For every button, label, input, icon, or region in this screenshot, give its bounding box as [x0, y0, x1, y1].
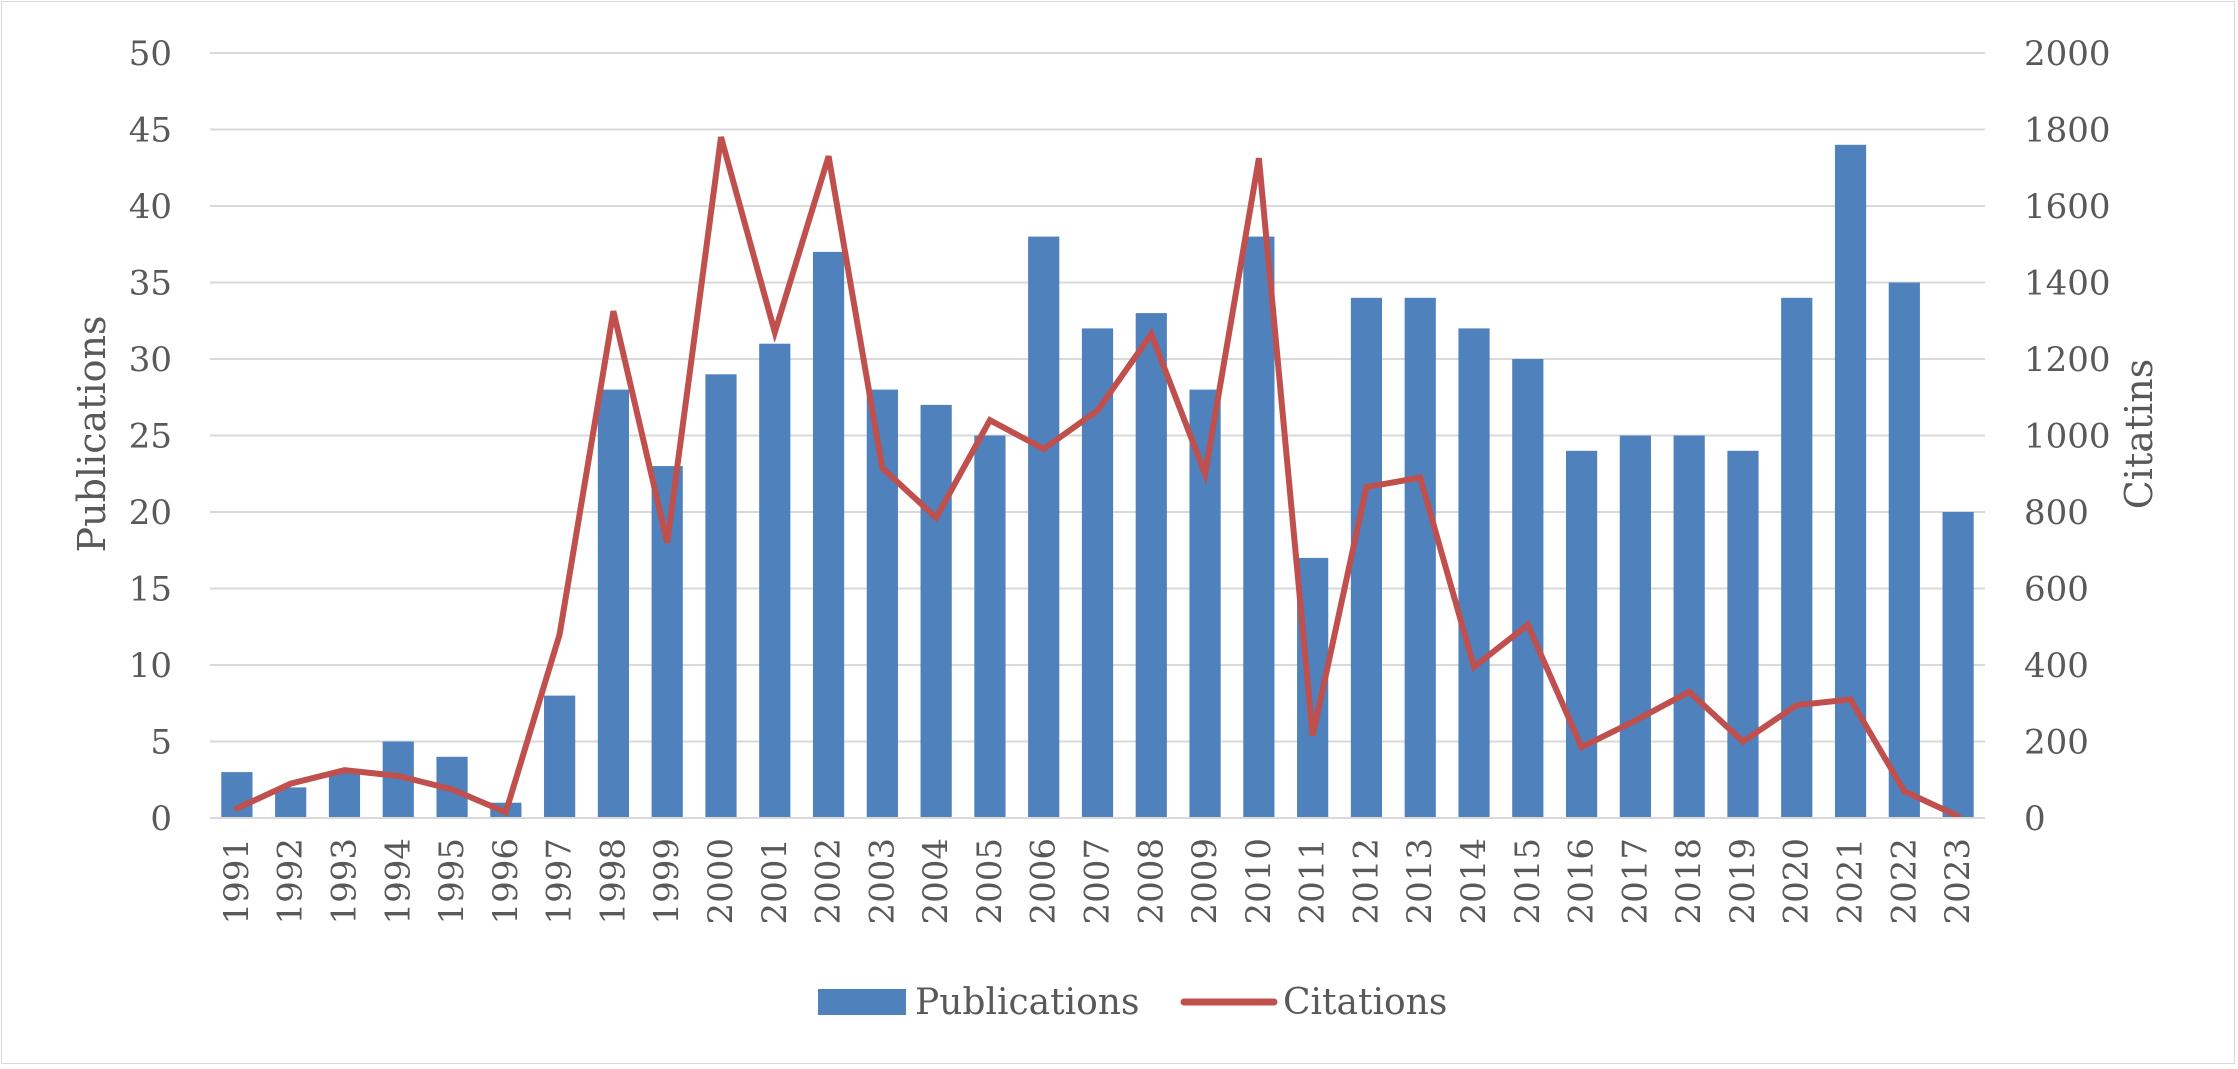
bar-1993 [328, 772, 361, 818]
y-right-tick-label: 1400 [2024, 264, 2111, 304]
bar-2014 [1458, 328, 1490, 818]
bar-2006 [1028, 236, 1060, 819]
y-left-tick-label: 40 [129, 187, 172, 227]
bar-2015 [1512, 359, 1544, 818]
y-right-tick-label: 400 [2024, 646, 2089, 686]
bar-2005 [974, 435, 1006, 818]
bar-2013 [1404, 297, 1436, 818]
bar-2022 [1888, 282, 1920, 818]
bar-1998 [597, 389, 630, 818]
x-tick-label: 1991 [217, 838, 257, 925]
y-left-tick-label: 5 [150, 723, 172, 763]
x-tick-label: 2013 [1400, 838, 1440, 925]
y-axis-right-title: Citatins [2117, 359, 2161, 510]
x-tick-label: 2018 [1669, 838, 1709, 925]
x-tick-label: 2020 [1777, 838, 1817, 925]
y-right-tick-label: 600 [2024, 570, 2089, 610]
bar-2000 [705, 374, 737, 818]
bar-2002 [812, 251, 845, 818]
x-tick-label: 2015 [1508, 838, 1548, 925]
x-tick-label: 2009 [1185, 838, 1225, 925]
x-tick-label: 1995 [432, 838, 472, 925]
bar-2012 [1350, 297, 1383, 818]
legend-citations-label: Citations [1283, 982, 1447, 1023]
x-tick-label: 2002 [809, 838, 849, 925]
x-tick-label: 2000 [701, 838, 741, 925]
bar-2004 [920, 404, 952, 818]
x-tick-label: 2012 [1346, 838, 1386, 925]
x-tick-label: 2005 [970, 838, 1010, 925]
x-tick-label: 2023 [1938, 838, 1978, 925]
y-right-tick-label: 2000 [2024, 34, 2111, 74]
x-tick-label: 2006 [1024, 838, 1064, 925]
y-left-tick-label: 30 [129, 340, 172, 380]
bar-2019 [1727, 450, 1759, 818]
bar-2008 [1135, 313, 1167, 818]
x-tick-label: 2010 [1239, 838, 1279, 925]
x-tick-label: 2004 [916, 838, 956, 925]
bar-2021 [1834, 144, 1867, 819]
x-tick-label: 2008 [1131, 838, 1171, 925]
bar-2017 [1619, 435, 1651, 818]
x-tick-label: 2019 [1723, 838, 1763, 925]
x-tick-label: 1999 [647, 838, 687, 925]
x-tick-label: 2011 [1293, 838, 1333, 925]
x-tick-label: 1992 [271, 838, 311, 925]
y-right-tick-label: 800 [2024, 493, 2089, 533]
bar-2010 [1243, 236, 1275, 819]
x-tick-label: 2003 [862, 838, 902, 925]
x-axis-ticks: 1991 1992 1993 1994 1995 1996 1997 1998 1999 2000… [217, 838, 1978, 925]
x-tick-label: 1998 [593, 838, 633, 925]
x-tick-label: 1997 [540, 838, 580, 925]
x-tick-label: 2017 [1615, 838, 1655, 925]
y-right-tick-label: 1200 [2024, 340, 2111, 380]
y-right-tick-label: 1800 [2024, 111, 2111, 151]
x-tick-label: 2007 [1078, 838, 1118, 925]
x-tick-label: 1994 [378, 838, 418, 925]
x-tick-label: 1993 [324, 838, 364, 925]
citations-line [233, 136, 1962, 820]
y-left-tick-label: 35 [129, 264, 172, 304]
bar-2016 [1565, 450, 1598, 818]
y-left-tick-label: 50 [129, 34, 172, 74]
publications-bars [221, 144, 1974, 819]
bar-2009 [1189, 389, 1221, 818]
bar-1997 [544, 695, 576, 818]
x-tick-label: 2001 [755, 838, 795, 925]
bar-2007 [1081, 328, 1114, 818]
x-tick-label: 2022 [1884, 838, 1924, 925]
y-left-tick-label: 15 [129, 570, 172, 610]
legend: Publications Citations [818, 982, 1447, 1023]
x-tick-label: 2014 [1454, 838, 1494, 925]
y-right-tick-label: 1600 [2024, 187, 2111, 227]
y-left-tick-label: 0 [150, 799, 172, 839]
legend-publications-label: Publications [915, 982, 1139, 1023]
y-right-tick-label: 1000 [2024, 417, 2111, 457]
bar-1992 [275, 787, 307, 818]
y-left-tick-label: 20 [129, 493, 172, 533]
y-axis-left-ticks: 0 5 10 15 20 25 30 35 40 45 50 [129, 34, 172, 839]
x-tick-label: 1996 [486, 838, 526, 925]
bar-2018 [1673, 435, 1705, 818]
y-left-tick-label: 25 [129, 417, 172, 457]
bar-2020 [1781, 297, 1813, 818]
y-right-tick-label: 0 [2024, 799, 2046, 839]
bar-2023 [1942, 512, 1974, 818]
y-right-tick-label: 200 [2024, 723, 2089, 763]
bar-1999 [651, 466, 683, 818]
y-axis-left-title: Publications [70, 316, 114, 553]
bar-2001 [759, 343, 791, 818]
x-tick-label: 2016 [1562, 838, 1602, 925]
x-tick-label: 2021 [1831, 838, 1871, 925]
y-left-tick-label: 45 [129, 111, 172, 151]
legend-publications-swatch [818, 989, 906, 1015]
y-left-tick-label: 10 [129, 646, 172, 686]
y-axis-right-ticks: 0 200 400 600 800 1000 1200 1400 1600 1800 2000 [2024, 34, 2111, 839]
